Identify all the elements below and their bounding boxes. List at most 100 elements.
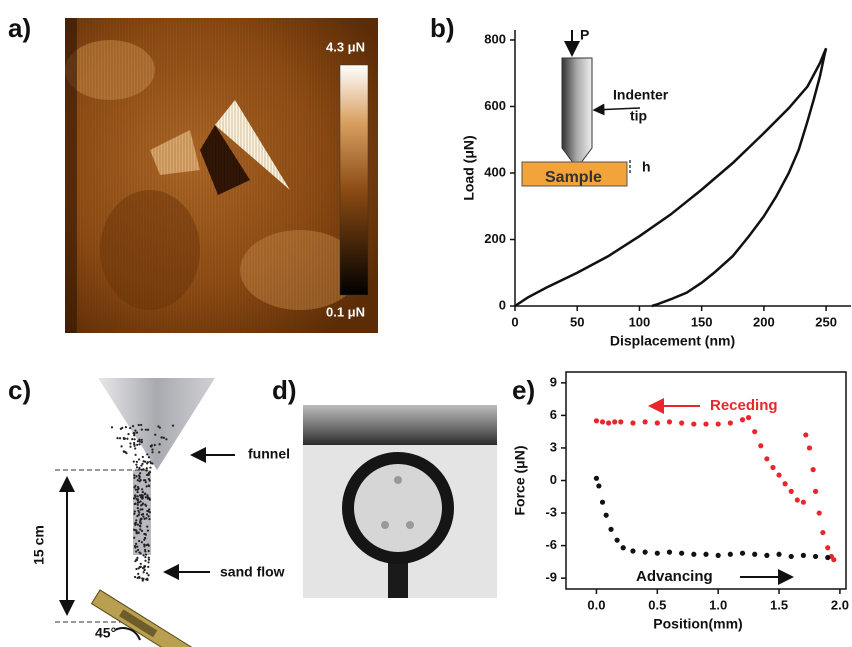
panel-label: b) (430, 13, 455, 43)
data-point (643, 419, 648, 424)
sand-grain (144, 556, 146, 558)
sand-grain (129, 427, 131, 429)
sand-grain (143, 460, 145, 462)
sand-grain (148, 559, 150, 561)
data-point (811, 467, 816, 472)
sand-grain (146, 453, 148, 455)
data-point (752, 429, 757, 434)
sand-grain (159, 443, 161, 445)
height-label: 15 cm (31, 525, 47, 565)
data-point (691, 552, 696, 557)
afm-image (65, 18, 378, 333)
y-tick-label: 0 (550, 472, 557, 487)
sand-grain (134, 447, 136, 449)
sand-grain (142, 491, 144, 493)
sand-grain (133, 497, 135, 499)
data-point (600, 419, 605, 424)
sand-grain (138, 551, 140, 553)
sand-grain (142, 554, 144, 556)
data-point (817, 510, 822, 515)
sand-grain (134, 494, 136, 496)
sand-grain (148, 484, 150, 486)
sand-grain (138, 439, 140, 441)
sand-grain (139, 528, 141, 530)
sand-grain (138, 514, 140, 516)
sand-grain (149, 499, 151, 501)
inset-label: P (580, 27, 589, 43)
flow-label: sand flow (220, 564, 285, 580)
sand-grain (139, 566, 141, 568)
sand-grain (133, 445, 135, 447)
data-point (783, 481, 788, 486)
sand-grain (140, 563, 142, 565)
sand-grain (137, 510, 139, 512)
data-point (746, 415, 751, 420)
sand-grain (135, 529, 137, 531)
sand-grain (140, 518, 142, 520)
sand-grain (145, 496, 147, 498)
data-point (621, 545, 626, 550)
inset-label: h (642, 159, 651, 175)
data-point (679, 420, 684, 425)
x-tick-label: 200 (753, 314, 775, 329)
sand-grain (135, 558, 137, 560)
data-point (758, 443, 763, 448)
x-tick-label: 50 (570, 314, 584, 329)
sand-grain (148, 508, 150, 510)
data-point (594, 476, 599, 481)
sand-grain (138, 532, 140, 534)
sand-grain (140, 424, 142, 426)
data-point (752, 552, 757, 557)
sand-grain (123, 437, 125, 439)
sand-grain (144, 537, 146, 539)
sand-grain (129, 446, 131, 448)
x-tick-label: 2.0 (831, 597, 849, 612)
y-tick-label: -3 (545, 504, 557, 519)
y-tick-label: 6 (550, 407, 557, 422)
sand-grain (141, 541, 143, 543)
sand-grain (138, 576, 140, 578)
data-point (612, 419, 617, 424)
panel-label: e) (512, 375, 535, 405)
x-tick-label: 0.0 (587, 597, 605, 612)
x-tick-label: 100 (629, 314, 651, 329)
sand-grain (137, 479, 139, 481)
sand-grain (134, 546, 136, 548)
sand-grain (142, 456, 144, 458)
sand-grain (149, 511, 151, 513)
data-point (801, 553, 806, 558)
sand-grain (151, 448, 153, 450)
sand-grain (140, 522, 142, 524)
data-point (703, 552, 708, 557)
data-point (825, 545, 830, 550)
sand-grain (142, 578, 144, 580)
data-point (740, 551, 745, 556)
data-point (630, 420, 635, 425)
sand-grain (147, 543, 149, 545)
sand-grain (158, 451, 160, 453)
y-tick-label: -6 (545, 537, 557, 552)
data-point (764, 456, 769, 461)
colorbar-max: 4.3 μN (326, 39, 365, 54)
indenter-inset (522, 30, 640, 186)
sand-grain (147, 561, 149, 563)
sand-grain (144, 549, 146, 551)
sand-grain (121, 427, 123, 429)
sand-grain (150, 445, 152, 447)
sand-grain (127, 433, 129, 435)
data-point (630, 548, 635, 553)
data-point (831, 557, 836, 562)
sand-grain (111, 426, 113, 428)
sand-grain (131, 438, 133, 440)
sand-grain (135, 519, 137, 521)
data-point (608, 527, 613, 532)
sand-grain (141, 441, 143, 443)
sand-grain (151, 451, 153, 453)
sand-grain (142, 495, 144, 497)
sand-grain (161, 436, 163, 438)
sand-grain (125, 426, 127, 428)
sand-grain (146, 467, 148, 469)
sand-grain (141, 498, 143, 500)
y-axis-title: Force (μN) (512, 445, 528, 515)
sand-grain (135, 522, 137, 524)
